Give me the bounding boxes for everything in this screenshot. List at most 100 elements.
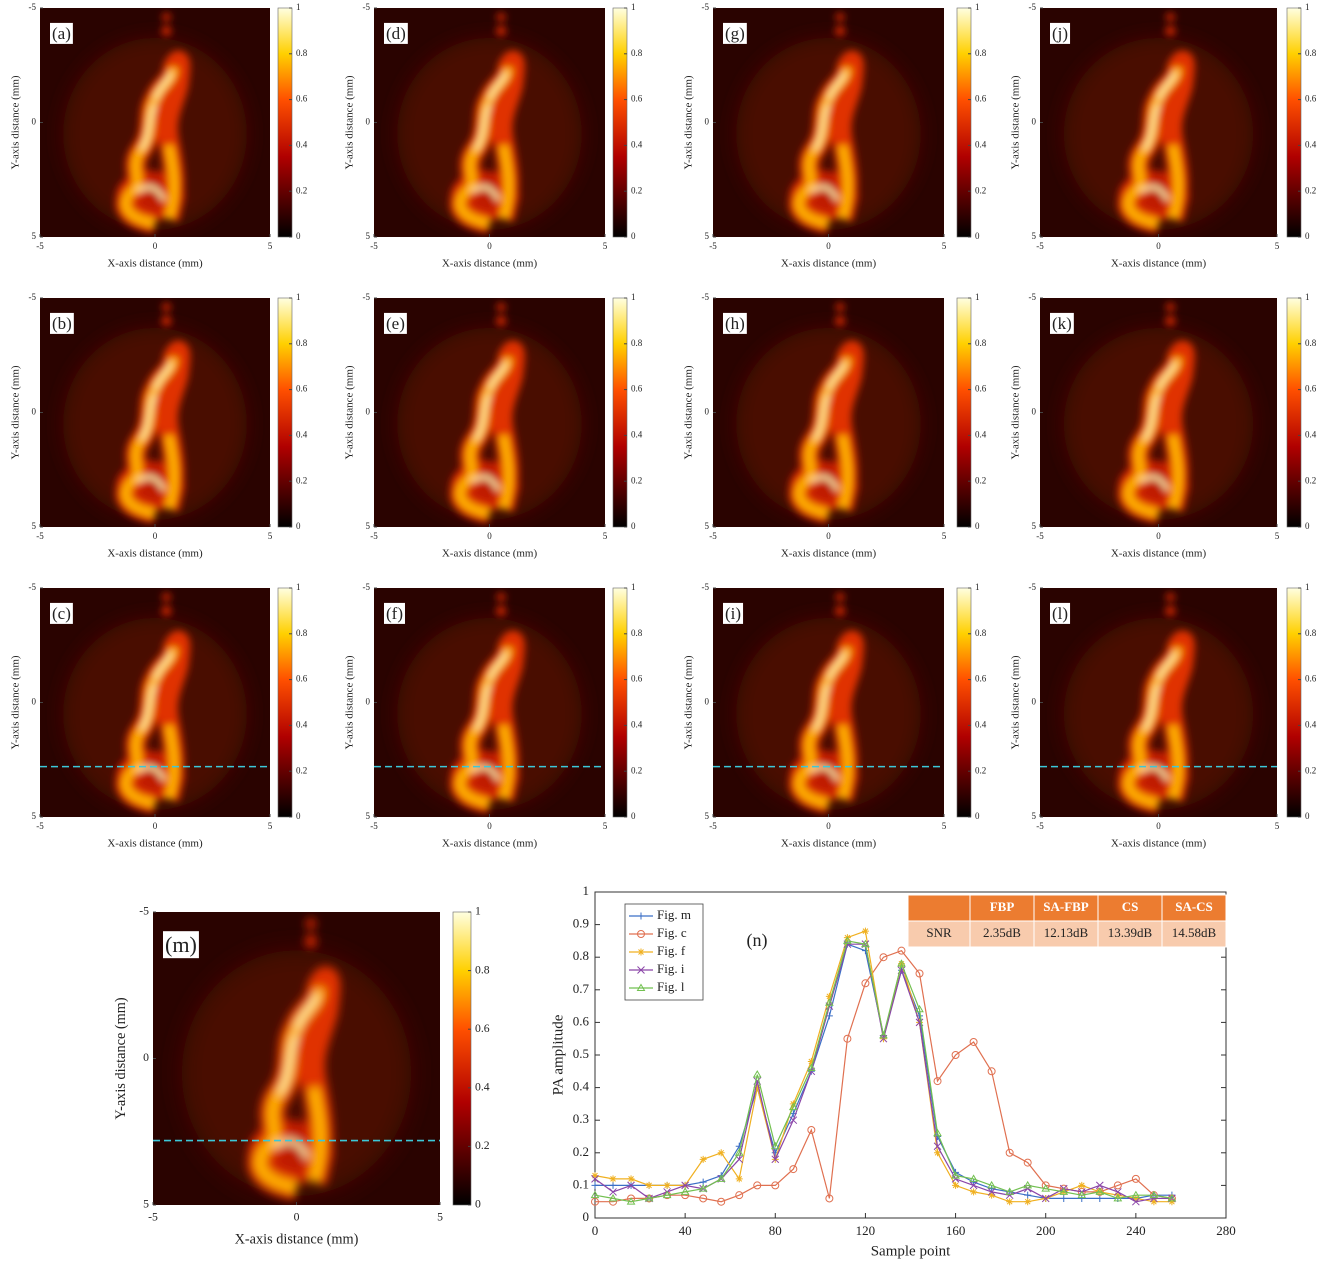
marker [1023, 1180, 1033, 1189]
colorbar-tick-label: 0.4 [975, 139, 987, 149]
marker [662, 1190, 672, 1199]
x-tick-label: -5 [1036, 821, 1044, 831]
marker [1131, 1174, 1140, 1183]
panel-label: (d) [386, 24, 406, 43]
colorbar-tick-label: 0.8 [1305, 338, 1317, 348]
table-header: FBP [990, 899, 1015, 914]
panel-label-bg [384, 22, 408, 44]
colorbar-tick-label: 0.4 [1305, 139, 1317, 149]
colorbar-tick-label: 0.4 [296, 719, 308, 729]
x-tick-label: -5 [36, 531, 44, 541]
marker [608, 1193, 618, 1202]
table-header: CS [1122, 899, 1139, 914]
table-cell [969, 920, 1035, 948]
y-tick-label: 0.2 [573, 1144, 589, 1159]
legend-label: Fig. m [657, 907, 691, 922]
marker [1150, 1198, 1158, 1206]
colorbar-tick-label: 1 [1305, 582, 1310, 592]
colorbar-tick-label: 0 [296, 521, 301, 531]
table-cell-text: 13.39dB [1108, 925, 1153, 940]
colorbar-tick-label: 0 [1305, 811, 1310, 821]
panel-label-bg [1050, 22, 1071, 44]
colorbar-tick-label: 0.2 [1305, 185, 1316, 195]
panel-label-bg [50, 602, 73, 624]
colorbar-tick-label: 0.4 [296, 429, 308, 439]
image-content [1040, 588, 1277, 817]
marker [591, 1181, 599, 1189]
marker [843, 936, 852, 944]
marker [591, 1175, 599, 1183]
y-tick-label: 0 [32, 407, 37, 417]
marker [933, 1142, 942, 1151]
marker [1041, 1184, 1051, 1192]
marker [1095, 1187, 1105, 1195]
colorbar-tick-label: 0.6 [296, 94, 308, 104]
colorbar-tick-label: 0.6 [1305, 384, 1317, 394]
x-axis-label: X-axis distance (mm) [107, 548, 203, 560]
x-tick-label: -5 [36, 241, 44, 251]
y-axis-label: Y-axis distance (mm) [1010, 75, 1022, 169]
colorbar-tick-label: 0.2 [475, 1139, 490, 1152]
marker [637, 912, 645, 920]
image-content [374, 298, 605, 527]
y-tick-label: 0.4 [573, 1079, 590, 1094]
x-tick-label: -5 [1036, 531, 1044, 541]
x-tick-label: -5 [370, 531, 378, 541]
y-tick-label: 5 [366, 811, 371, 821]
marker [637, 930, 645, 938]
colorbar-tick-label: 0.6 [631, 674, 643, 684]
marker [1059, 1187, 1069, 1195]
colorbar-tick-label: 1 [296, 292, 301, 302]
marker [771, 1155, 780, 1164]
panel-label: (k) [1052, 314, 1072, 333]
image [374, 8, 605, 237]
colorbar [277, 587, 293, 818]
marker [1006, 1198, 1014, 1206]
colorbar-tick-label: 0.8 [975, 48, 987, 58]
legend-label: Fig. i [657, 961, 685, 976]
marker [717, 1149, 725, 1157]
marker [969, 1037, 978, 1046]
panel-label-bg [50, 22, 73, 44]
y-tick-label: 0.9 [573, 916, 589, 931]
colorbar-tick-label: 0.6 [296, 674, 308, 684]
y-tick-label: -5 [139, 905, 149, 918]
panel-label-bg [384, 312, 407, 334]
y-tick-label: 0 [143, 1051, 149, 1064]
colorbar-tick-label: 0.6 [296, 384, 308, 394]
y-tick-label: 0 [32, 697, 37, 707]
table-cell-text: 14.58dB [1172, 925, 1217, 940]
x-tick-label: 120 [856, 1223, 876, 1238]
x-tick-label: 80 [769, 1223, 782, 1238]
colorbar [956, 7, 972, 238]
colorbar-tick-label: 0.6 [475, 1022, 490, 1035]
panel-label: (l) [1052, 604, 1068, 623]
marker [879, 953, 888, 962]
panel-label: (a) [52, 24, 71, 43]
marker [1132, 1194, 1140, 1202]
marker [637, 948, 645, 956]
marker [1149, 1190, 1159, 1199]
x-tick-label: 280 [1216, 1223, 1236, 1238]
marker [987, 1067, 996, 1076]
y-tick-label: 5 [1032, 811, 1037, 821]
y-tick-label: -5 [702, 292, 710, 302]
colorbar-tick-label: 0 [631, 231, 636, 241]
image-content [713, 298, 944, 527]
panel-label: (c) [52, 604, 71, 623]
marker [861, 947, 869, 955]
y-tick-label: 0 [1032, 117, 1037, 127]
y-tick-label: 5 [32, 231, 37, 241]
image [40, 298, 270, 527]
colorbar-tick-label: 0 [475, 1198, 481, 1211]
colorbar-tick-label: 0.8 [296, 48, 308, 58]
marker [699, 1155, 707, 1163]
y-tick-label: 5 [366, 521, 371, 531]
marker [680, 1187, 690, 1195]
table-cell-text: SNR [926, 925, 952, 940]
marker [969, 1174, 978, 1182]
colorbar-tick-label: 0.2 [975, 765, 986, 775]
marker [879, 1030, 888, 1039]
colorbar [956, 587, 972, 818]
legend-label: Fig. l [657, 979, 685, 994]
